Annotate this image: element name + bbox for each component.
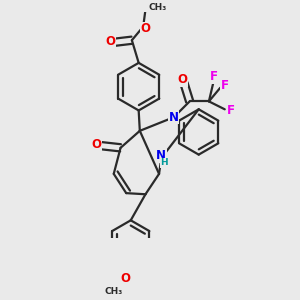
Text: O: O: [92, 138, 102, 151]
Text: O: O: [120, 272, 130, 285]
Text: CH₃: CH₃: [105, 287, 123, 296]
Text: O: O: [178, 74, 188, 86]
Text: N: N: [169, 111, 179, 124]
Text: H: H: [160, 158, 168, 167]
Text: O: O: [140, 22, 151, 35]
Text: CH₃: CH₃: [149, 3, 167, 12]
Text: F: F: [221, 79, 229, 92]
Text: N: N: [156, 149, 166, 162]
Text: F: F: [210, 70, 218, 83]
Text: O: O: [106, 35, 116, 48]
Text: F: F: [226, 104, 234, 117]
